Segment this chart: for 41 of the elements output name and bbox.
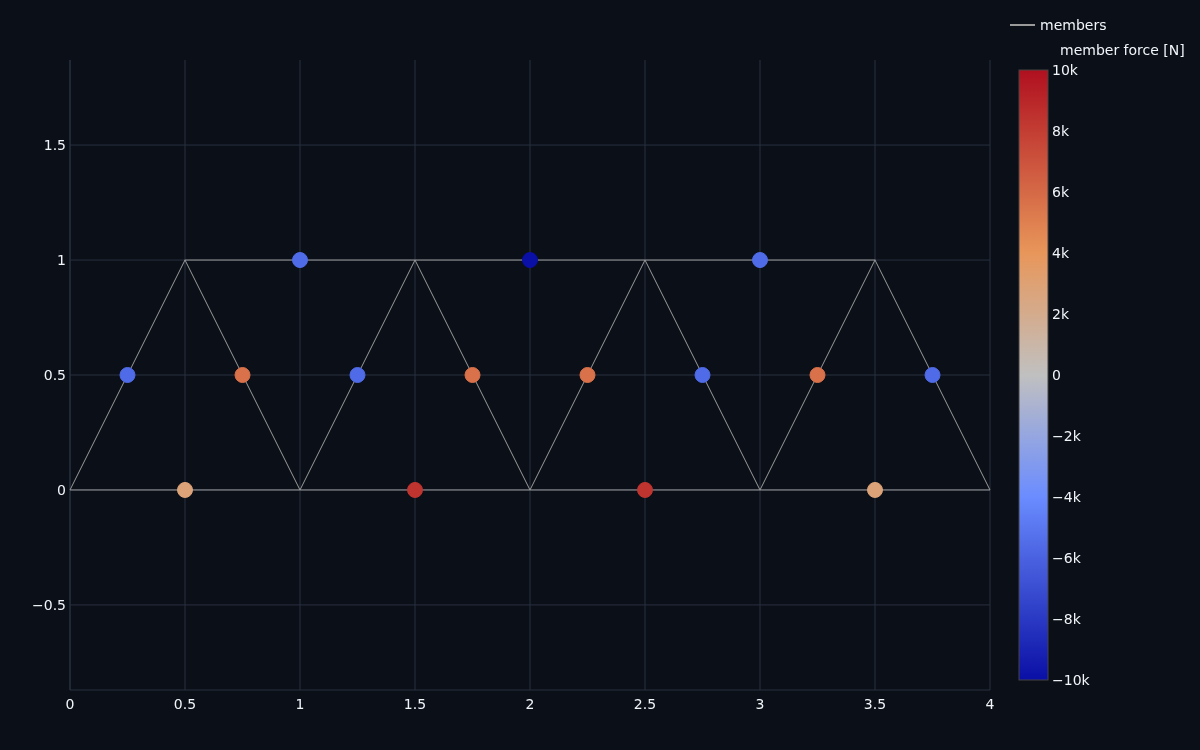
point [292, 252, 308, 269]
point [234, 367, 251, 383]
point [522, 252, 538, 269]
color-bar-label: 6k [1052, 184, 1070, 200]
legend-label: members [1040, 17, 1107, 33]
color-bar-label: −2k [1052, 428, 1082, 444]
point [407, 481, 423, 498]
point [119, 367, 136, 383]
point [924, 367, 941, 383]
color-bar-label: 10k [1052, 62, 1079, 78]
point [867, 481, 883, 498]
x-tick-label: 3 [755, 696, 765, 712]
color-bar-label: 8k [1052, 123, 1070, 139]
x-tick-label: 0.5 [173, 696, 197, 712]
color-bar-label: −4k [1052, 489, 1082, 505]
color-bar-label: 4k [1052, 245, 1070, 261]
point [579, 367, 596, 383]
point [752, 252, 768, 269]
color-bar-label: −10k [1052, 672, 1091, 688]
y-tick-label: −0.5 [32, 596, 66, 613]
point [809, 367, 826, 383]
point [637, 481, 653, 498]
x-tick-label: 4 [985, 696, 995, 712]
color-bar-label: 0 [1052, 367, 1061, 383]
color-bar-label: −6k [1052, 550, 1082, 566]
y-tick-label: 1 [57, 252, 66, 269]
color-bar-title: member force [N] [1060, 42, 1185, 58]
x-tick-label: 2.5 [633, 696, 657, 712]
y-tick-label: 0.5 [43, 367, 66, 383]
point [464, 367, 481, 383]
color-bar-label: −8k [1052, 611, 1082, 627]
y-tick-label: 0 [57, 481, 66, 498]
x-tick-label: 2 [525, 696, 535, 712]
x-tick-label: 3.5 [863, 696, 887, 712]
y-tick-label: 1.5 [43, 137, 66, 154]
point [694, 367, 711, 383]
point [349, 367, 366, 383]
x-tick-label: 1.5 [403, 696, 427, 712]
point [177, 481, 193, 498]
color-bar-label: 2k [1052, 306, 1070, 322]
x-tick-label: 1 [295, 696, 305, 712]
